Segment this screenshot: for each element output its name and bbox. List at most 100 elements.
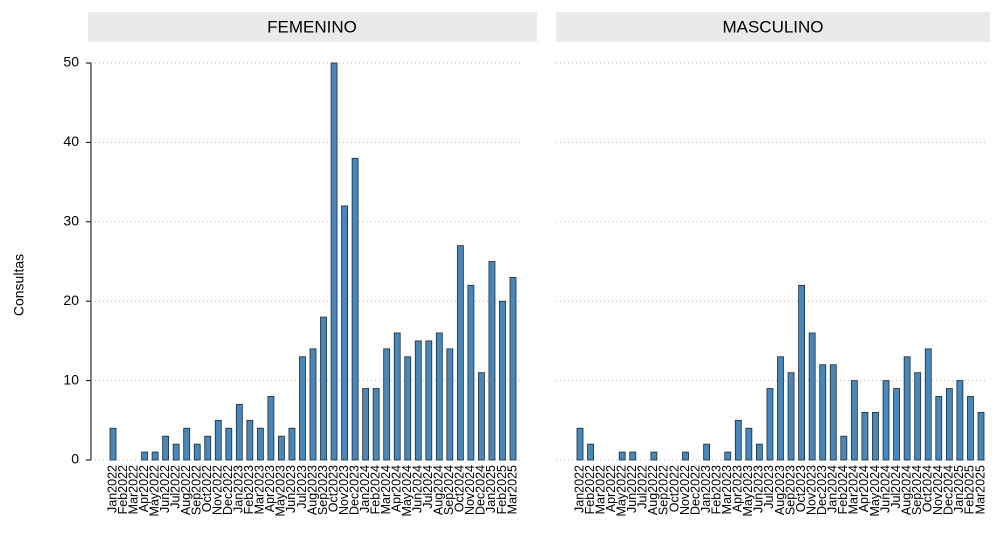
- x-tick-label: May2022: [147, 465, 161, 516]
- x-tick-label: Apr2024: [857, 465, 871, 512]
- bar: [172, 443, 180, 461]
- bar: [362, 388, 370, 461]
- bar: [183, 427, 191, 461]
- bar: [235, 404, 243, 461]
- y-tick-label: 10: [63, 371, 79, 387]
- x-tick-label: Oct2022: [200, 465, 214, 512]
- x-tick-label: Aug2024: [899, 465, 913, 515]
- x-tick-label: Nov2022: [678, 465, 692, 515]
- x-tick-label: Nov2024: [931, 465, 945, 515]
- y-axis-label: Consultas: [11, 254, 27, 316]
- x-tick-label: Jan2025: [952, 465, 966, 513]
- bar: [798, 284, 806, 461]
- bar: [882, 380, 890, 461]
- bar: [488, 261, 496, 461]
- x-tick-label: Jan2022: [572, 465, 586, 513]
- bar: [682, 451, 689, 461]
- x-tick-label: Mar2023: [720, 465, 734, 514]
- x-tick-label: Nov2022: [211, 465, 225, 515]
- x-tick-label: Jul2024: [421, 465, 435, 509]
- bar: [162, 435, 170, 461]
- x-tick-label: Mar2023: [253, 465, 267, 514]
- x-tick-label: Dec2024: [942, 465, 956, 515]
- bar: [629, 451, 637, 461]
- bar: [246, 419, 254, 461]
- x-tick-label: Aug2022: [646, 465, 660, 515]
- x-tick-label: Mar2025: [973, 465, 987, 514]
- x-tick-label: Sep2024: [442, 465, 456, 515]
- x-tick-label: Nov2023: [804, 465, 818, 515]
- x-tick-label: Apr2023: [731, 465, 745, 512]
- x-tick-label: Mar2025: [505, 465, 519, 514]
- x-tick-label: Jun2022: [625, 465, 639, 513]
- x-tick-label: Jun2024: [878, 465, 892, 513]
- bar: [734, 419, 742, 461]
- x-tick-label: Oct2024: [453, 465, 467, 512]
- x-tick-label: Jan2022: [105, 465, 119, 513]
- y-tick-label: 50: [63, 54, 79, 70]
- x-tick-label: Apr2022: [604, 465, 618, 512]
- x-tick-label: Dec2022: [688, 465, 702, 515]
- bar: [414, 340, 422, 461]
- bar: [341, 205, 348, 461]
- bar: [724, 451, 732, 461]
- bar: [861, 411, 869, 461]
- bar: [956, 380, 964, 461]
- bar: [935, 396, 943, 461]
- bar: [256, 427, 264, 461]
- bar: [456, 245, 464, 461]
- bar: [330, 62, 338, 461]
- bar: [214, 419, 222, 461]
- bar: [829, 364, 837, 461]
- bar: [903, 356, 911, 461]
- bar: [808, 332, 816, 461]
- bar: [967, 396, 974, 461]
- x-tick-label: Jun2022: [158, 465, 172, 513]
- x-tick-label: Oct2023: [794, 465, 808, 512]
- x-tick-label: Jan2024: [826, 465, 840, 513]
- x-tick-label: Feb2022: [116, 465, 130, 514]
- strip: [556, 12, 990, 42]
- x-tick-label: May2024: [400, 465, 414, 516]
- x-tick-label: Jul2022: [636, 465, 650, 509]
- bar: [576, 427, 584, 461]
- x-tick-label: Apr2022: [137, 465, 151, 512]
- bar: [499, 300, 506, 461]
- x-tick-label: Mar2022: [593, 465, 607, 514]
- x-tick-label: Feb2023: [242, 465, 256, 514]
- bar: [435, 332, 443, 461]
- x-tick-label: Feb2024: [836, 465, 850, 514]
- bar: [703, 443, 711, 461]
- bar: [840, 435, 848, 461]
- bar: [850, 380, 858, 461]
- bar: [745, 427, 753, 461]
- x-tick-label: Apr2023: [263, 465, 277, 512]
- bar: [755, 443, 763, 461]
- bar: [288, 427, 296, 461]
- x-tick-label: Jan2024: [358, 465, 372, 513]
- x-tick-label: Jul2023: [762, 465, 776, 509]
- x-tick-label: Jun2023: [284, 465, 298, 513]
- x-tick-label: Jan2023: [699, 465, 713, 513]
- x-tick-label: Sep2023: [316, 465, 330, 515]
- x-tick-label: Jun2024: [411, 465, 425, 513]
- y-tick-label: 20: [63, 292, 79, 308]
- x-tick-label: Nov2023: [337, 465, 351, 515]
- x-tick-label: May2023: [741, 465, 755, 516]
- x-tick-label: Aug2023: [773, 465, 787, 515]
- bar: [924, 348, 932, 461]
- strip: [88, 12, 537, 42]
- bar: [777, 356, 784, 461]
- x-tick-label: Jul2023: [295, 465, 309, 509]
- bar: [446, 348, 454, 461]
- x-tick-label: Sep2022: [190, 465, 204, 515]
- x-tick-label: Feb2022: [583, 465, 597, 514]
- x-tick-label: Feb2023: [709, 465, 723, 514]
- bar: [766, 388, 774, 461]
- x-tick-label: Jul2022: [168, 465, 182, 509]
- x-tick-label: Sep2023: [783, 465, 797, 515]
- bar: [478, 372, 485, 461]
- x-tick-label: May2022: [615, 465, 629, 516]
- x-tick-label: Mar2024: [847, 465, 861, 514]
- x-tick-label: Apr2024: [390, 465, 404, 512]
